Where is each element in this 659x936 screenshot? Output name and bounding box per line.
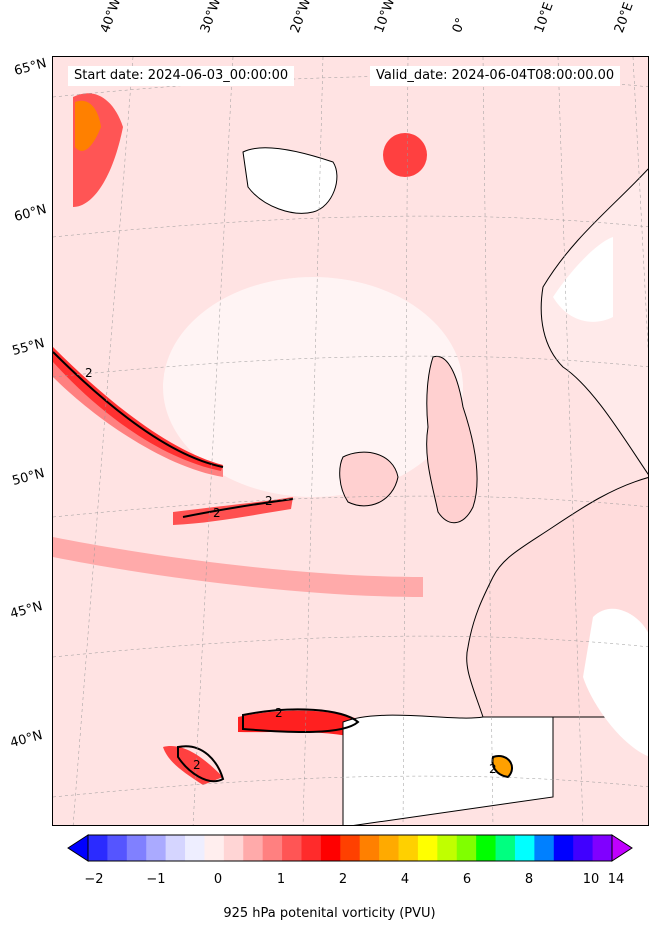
colorbar-swatch — [417, 835, 438, 861]
lat-label-55n: 55°N — [10, 336, 47, 359]
colorbar-swatch — [301, 835, 322, 861]
colorbar-swatch — [88, 835, 108, 861]
colorbar-swatch — [107, 835, 128, 861]
lat-label-50n: 50°N — [10, 466, 47, 489]
contour-label-1: 2 — [85, 366, 93, 380]
pv-contour-iberia — [242, 708, 360, 733]
colorbar-swatch — [165, 835, 186, 861]
colorbar-swatch — [204, 835, 225, 861]
start-date-label: Start date: 2024-06-03_00:00:00 — [68, 66, 295, 86]
colorbar-swatch — [437, 835, 458, 861]
map-panel: 2 2 2 2 2 2 — [52, 56, 649, 826]
colorbar-swatch — [573, 835, 594, 861]
colorbar-swatch — [320, 835, 341, 861]
colorbar-tick-5: 2 — [338, 872, 348, 887]
colorbar — [67, 834, 633, 862]
lon-label-10e: 10°E — [531, 0, 557, 36]
greenland-high-pv — [75, 100, 101, 151]
potential-vorticity-map: 2 2 2 2 2 2 — [53, 57, 648, 825]
contour-label-4: 2 — [275, 706, 283, 720]
colorbar-tick-6: 4 — [400, 872, 410, 887]
lon-label-40w: 40°W — [97, 0, 125, 35]
colorbar-swatch — [262, 835, 283, 861]
colorbar-swatch — [592, 835, 613, 861]
colorbar-tick-7: 6 — [462, 872, 472, 887]
lon-label-20w: 20°W — [287, 0, 315, 35]
lat-label-40n: 40°N — [8, 728, 45, 751]
colorbar-swatch — [553, 835, 574, 861]
lon-label-0: 0° — [449, 15, 470, 35]
low-pv-area — [163, 277, 463, 497]
lon-label-10w: 10°W — [371, 0, 399, 35]
colorbar-tick-4: 1 — [276, 872, 286, 887]
contour-label-6: 2 — [489, 762, 497, 776]
contour-label-2: 2 — [213, 506, 221, 520]
colorbar-frame — [87, 834, 613, 862]
iceland — [242, 147, 338, 214]
colorbar-swatch — [359, 835, 380, 861]
pv-contour-central — [182, 498, 294, 518]
colorbar-title: 925 hPa potenital vorticity (PVU) — [223, 906, 436, 921]
iberian-peninsula — [342, 714, 554, 825]
colorbar-swatch — [398, 835, 419, 861]
colorbar-swatch — [185, 835, 205, 861]
lat-label-60n: 60°N — [12, 202, 49, 225]
great-britain — [426, 355, 478, 524]
norway-highlands — [553, 237, 613, 322]
colorbar-tick-9: 10 — [582, 872, 600, 887]
jet-band-south — [53, 537, 423, 597]
colorbar-swatch — [126, 835, 147, 861]
colorbar-swatch — [495, 835, 516, 861]
alps-region — [583, 608, 648, 757]
colorbar-tick-10: 14 — [607, 872, 625, 887]
colorbar-swatch — [456, 835, 477, 861]
colorbar-tick-1: −2 — [84, 872, 104, 887]
colorbar-tick-2: −1 — [146, 872, 166, 887]
colorbar-tick-8: 8 — [524, 872, 534, 887]
colorbar-swatch — [243, 835, 264, 861]
colorbar-min-arrow — [67, 834, 89, 862]
valid-date-label: Valid_date: 2024-06-04T08:00:00.00 — [370, 66, 621, 86]
pv-contour-southwest — [177, 745, 225, 783]
iceland-cyclone — [383, 133, 427, 177]
colorbar-swatch — [379, 835, 400, 861]
colorbar-swatch — [282, 835, 302, 861]
colorbar-swatch — [340, 835, 361, 861]
lat-label-65n: 65°N — [12, 56, 49, 79]
lat-label-45n: 45°N — [8, 599, 45, 622]
colorbar-swatch — [146, 835, 167, 861]
colorbar-max-arrow — [611, 834, 633, 862]
graticule — [53, 57, 648, 825]
ireland — [339, 451, 399, 507]
colorbar-swatch — [476, 835, 497, 861]
pv-contour-mediterranean — [491, 755, 513, 779]
colorbar-swatch — [223, 835, 244, 861]
lon-label-20e: 20°E — [611, 0, 637, 36]
colorbar-swatch — [534, 835, 555, 861]
colorbar-tick-3: 0 — [213, 872, 223, 887]
contour-label-5: 2 — [193, 758, 201, 772]
lon-label-30w: 30°W — [197, 0, 225, 35]
pv-contour-north — [53, 351, 224, 468]
contour-label-3: 2 — [265, 494, 273, 508]
colorbar-swatch — [514, 835, 535, 861]
